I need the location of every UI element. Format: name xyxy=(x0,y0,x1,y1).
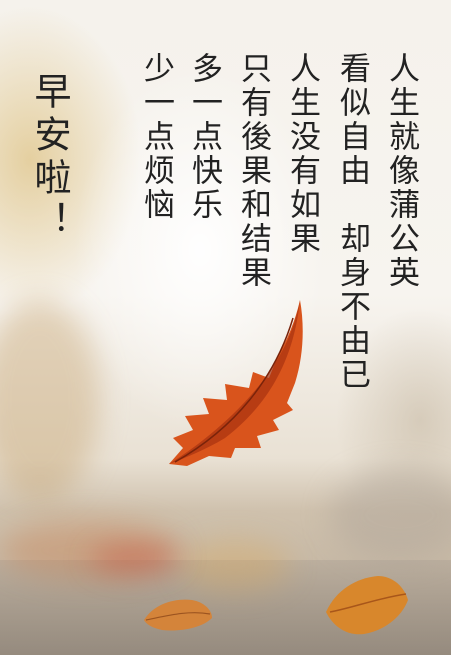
bokeh-red-leaf xyxy=(90,545,180,573)
ground-leaf-right-icon xyxy=(326,576,408,635)
bokeh-ground-left xyxy=(0,520,180,580)
bokeh-right xyxy=(330,470,451,560)
poem-line-2: 看似自由 却身不由已 xyxy=(334,52,370,392)
poem-line-5: 多一点快乐 xyxy=(186,52,222,222)
falling-leaf-icon xyxy=(169,300,303,466)
bokeh-left xyxy=(0,300,100,500)
ground-leaf-center-icon xyxy=(144,599,212,631)
bokeh-ground-center xyxy=(180,540,290,590)
poem-line-6: 少一点烦恼 xyxy=(138,52,174,222)
poem-line-3: 人生没有如果 xyxy=(284,52,320,256)
poem-line-1: 人生就像蒲公英 xyxy=(383,52,419,290)
greeting-title: 早安啦！ xyxy=(28,72,71,244)
poem-line-4: 只有後果和结果 xyxy=(235,52,271,290)
